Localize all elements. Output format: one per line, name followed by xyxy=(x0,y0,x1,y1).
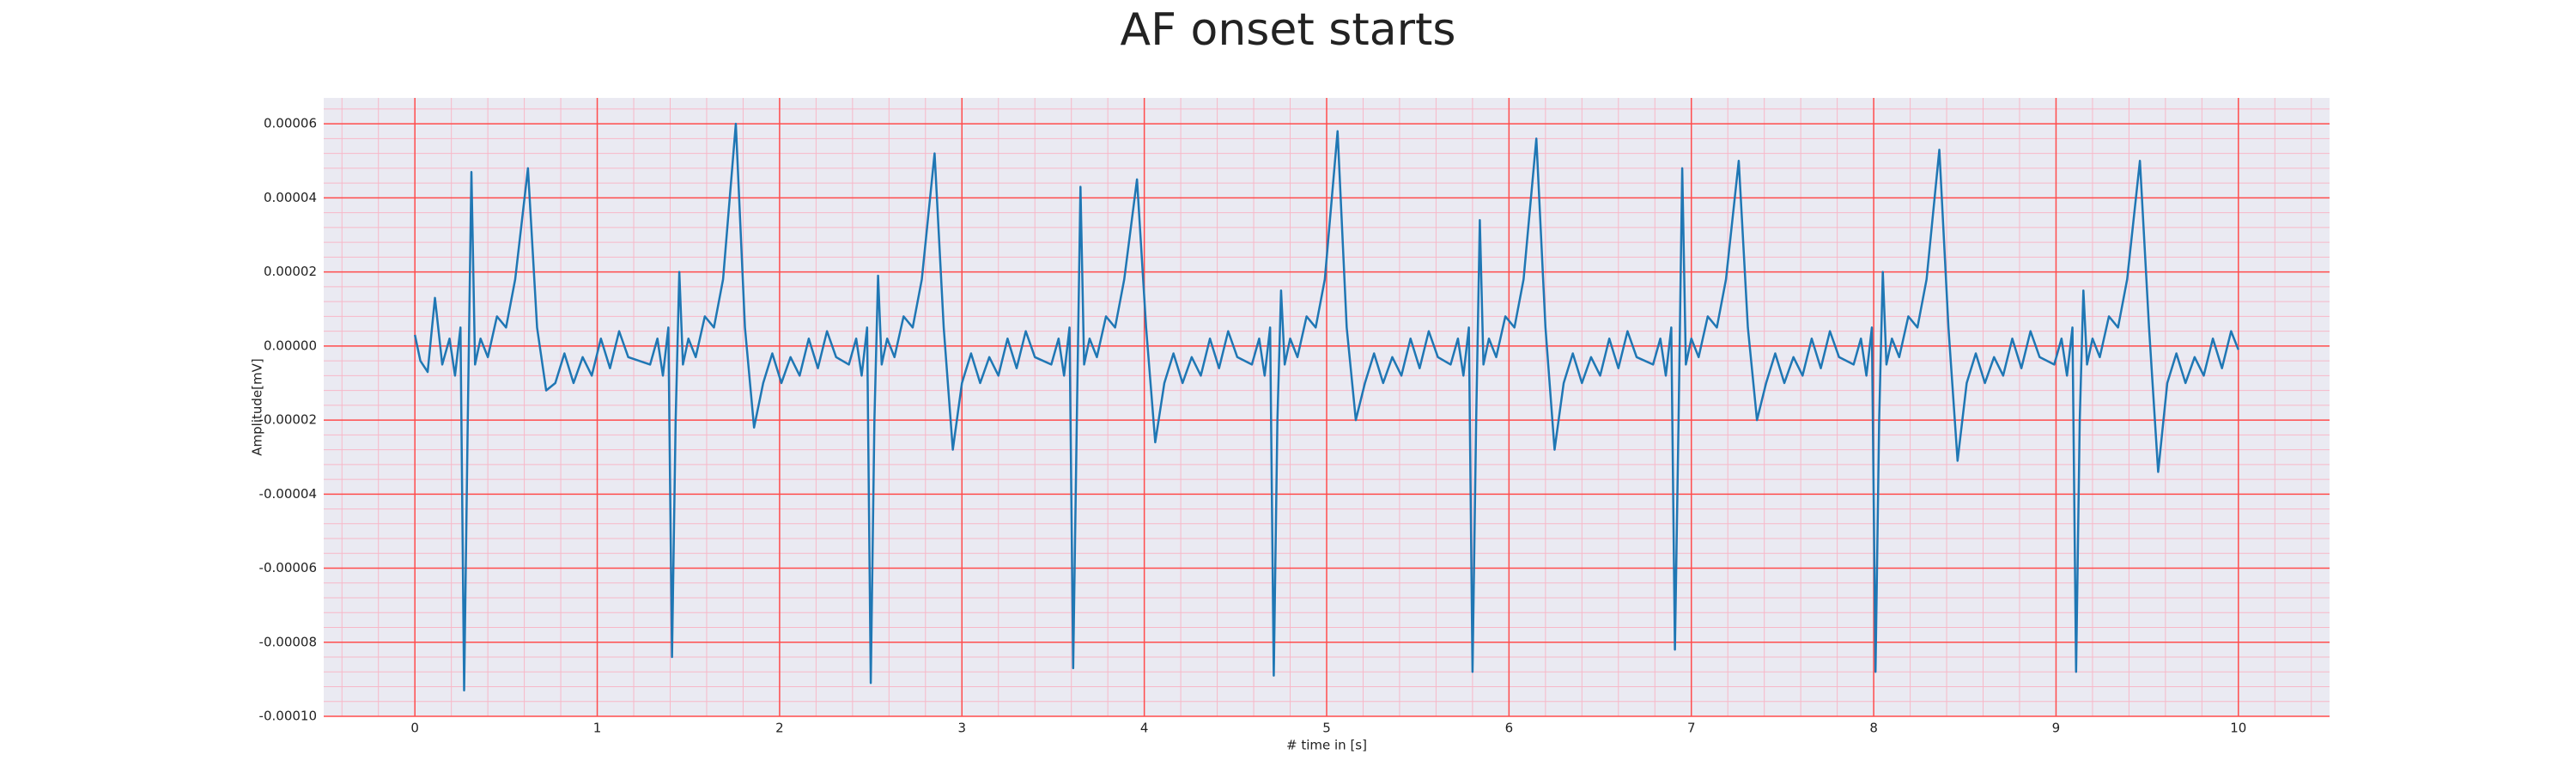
y-tick-label: -0.00002 xyxy=(259,412,317,428)
x-axis-label: # time in [s] xyxy=(1286,738,1367,753)
y-tick-label: -0.00008 xyxy=(259,634,317,649)
x-tick-label: 10 xyxy=(2230,721,2246,736)
x-tick-label: 2 xyxy=(775,721,784,736)
x-tick-label: 5 xyxy=(1322,721,1331,736)
y-tick-label: -0.00004 xyxy=(259,486,317,502)
y-tick-label: 0.00000 xyxy=(264,338,317,353)
chart-title: AF onset starts xyxy=(1121,4,1456,56)
y-tick-label: 0.00002 xyxy=(264,264,317,279)
x-tick-label: 6 xyxy=(1505,721,1514,736)
signal-line xyxy=(413,122,2239,692)
y-axis-label: Amplitude[mV] xyxy=(250,358,265,455)
x-tick-label: 0 xyxy=(410,721,419,736)
x-tick-label: 8 xyxy=(1869,721,1878,736)
y-tick-label: -0.00010 xyxy=(259,709,317,724)
x-tick-label: 3 xyxy=(957,721,966,736)
y-tick-label: 0.00006 xyxy=(264,116,317,131)
x-tick-label: 7 xyxy=(1687,721,1696,736)
x-tick-label: 9 xyxy=(2052,721,2061,736)
x-tick-label: 4 xyxy=(1140,721,1149,736)
x-tick-label: 1 xyxy=(593,721,602,736)
y-tick-label: -0.00006 xyxy=(259,560,317,575)
y-tick-label: 0.00004 xyxy=(264,190,317,205)
